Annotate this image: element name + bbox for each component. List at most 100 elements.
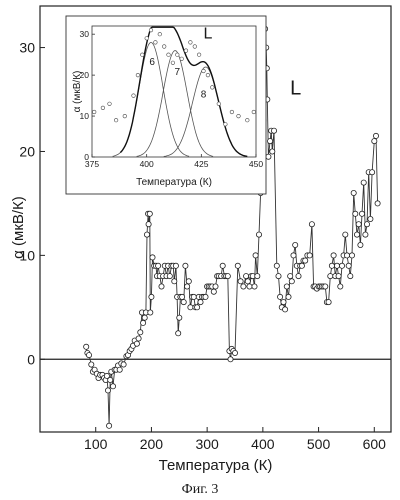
main-data-point — [105, 387, 112, 394]
main-data-point — [292, 241, 299, 248]
main-y-tick-label: 10 — [19, 247, 35, 263]
inset-x-tick-label: 425 — [194, 159, 208, 169]
main-data-point — [147, 309, 154, 316]
inset-data-point — [192, 44, 197, 49]
main-data-point — [210, 288, 217, 295]
main-data-point — [333, 262, 340, 269]
main-data-point — [322, 283, 329, 290]
main-data-point — [143, 231, 150, 238]
main-data-point — [352, 210, 359, 217]
main-data-point — [166, 273, 173, 280]
main-data-point — [155, 262, 162, 269]
inset-data-point — [140, 52, 145, 57]
main-data-point — [86, 352, 93, 359]
main-data-point — [273, 262, 280, 269]
main-data-point — [158, 283, 165, 290]
main-data-point — [185, 278, 192, 285]
inset-x-axis-label: Температура (К) — [136, 177, 212, 188]
main-data-point — [179, 293, 186, 300]
main-data-point — [251, 283, 258, 290]
inset-data-point — [153, 40, 158, 45]
main-data-point — [308, 221, 315, 228]
inset-x-tick-label: 450 — [249, 159, 263, 169]
main-data-point — [345, 262, 352, 269]
main-data-point — [141, 314, 148, 321]
inset-data-point — [113, 118, 119, 123]
main-data-point — [355, 221, 362, 228]
main-data-point — [298, 262, 305, 269]
main-data-point — [197, 299, 204, 306]
main-data-point — [135, 335, 142, 342]
main-data-point — [106, 422, 113, 429]
inset-data-point — [183, 48, 189, 53]
inset-data-point — [162, 44, 167, 49]
main-data-point — [343, 252, 350, 259]
inset-data-point — [144, 36, 149, 41]
inset-data-point — [245, 118, 250, 123]
inset-plot-frame — [91, 25, 257, 158]
main-data-point — [369, 169, 376, 176]
main-data-point — [280, 299, 287, 306]
main-data-point — [337, 283, 344, 290]
main-data-point — [360, 179, 367, 186]
inset-data-point — [188, 40, 193, 45]
main-x-tick-label: 300 — [195, 436, 219, 452]
main-data-point — [306, 252, 313, 259]
inset-data-point — [205, 72, 210, 78]
main-data-point — [287, 273, 294, 280]
main-data-point — [176, 314, 183, 321]
main-data-point — [328, 262, 335, 269]
inset-x-tick-label: 375 — [85, 159, 99, 169]
main-series — [83, 25, 381, 429]
inset-ticks: 375 400 425 450 0 10 20 30 — [80, 25, 263, 169]
main-data-point — [277, 293, 284, 300]
main-x-tick-label: 400 — [251, 436, 275, 452]
main-data-point — [194, 304, 201, 311]
main-data-point — [335, 273, 342, 280]
main-x-tick-label: 200 — [140, 436, 164, 452]
main-data-point — [224, 273, 231, 280]
main-data-point — [231, 349, 238, 356]
inset-y-tick-label: 30 — [80, 29, 90, 39]
main-data-point — [342, 231, 349, 238]
inset-data-point — [201, 68, 206, 74]
inset-data-point — [100, 105, 105, 110]
main-data-point — [374, 200, 381, 207]
main-data-point — [371, 138, 378, 145]
main-data-point — [288, 278, 295, 285]
inset-peak-labels: 6 7 8 — [149, 57, 206, 101]
main-data-point — [120, 361, 127, 368]
main-data-point — [330, 252, 337, 259]
inset-data-point — [229, 109, 234, 115]
main-data-point — [107, 376, 114, 383]
main-data-point — [237, 278, 244, 285]
main-data-point — [243, 273, 250, 280]
inset-annotation-label: L — [204, 25, 213, 42]
main-data-point — [367, 215, 374, 222]
main-x-axis-label: Температура (К) — [159, 457, 273, 474]
main-data-point — [190, 293, 197, 300]
main-data-point — [116, 366, 123, 373]
main-data-point — [338, 262, 345, 269]
main-x-tick-label: 100 — [84, 436, 108, 452]
inset-data-point — [179, 56, 184, 61]
main-data-point — [140, 319, 147, 326]
main-data-point — [325, 299, 332, 306]
main-data-point — [363, 221, 370, 228]
inset-data-point — [175, 52, 180, 57]
main-data-point — [362, 231, 369, 238]
inset-y-tick-label: 10 — [80, 111, 90, 121]
main-data-point — [133, 340, 140, 347]
main-data-point — [350, 189, 357, 196]
main-data-point — [110, 383, 117, 390]
inset-data-point — [197, 52, 202, 57]
inset-data-point — [166, 52, 171, 57]
inset-points — [92, 28, 256, 127]
inset-data-point — [170, 60, 175, 65]
main-data-point — [357, 241, 364, 248]
inset-data-point — [251, 109, 256, 115]
main-data-point — [283, 283, 290, 290]
